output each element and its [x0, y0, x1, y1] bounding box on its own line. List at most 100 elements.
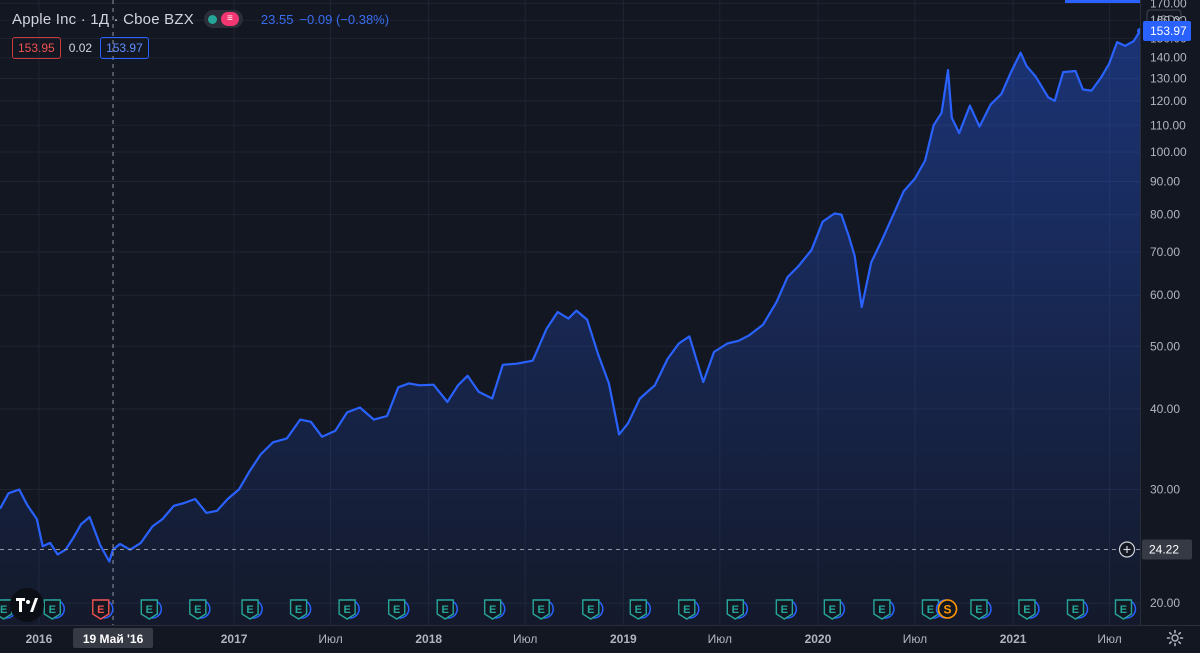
plus-circle-icon — [1118, 541, 1136, 558]
bid-ask-panel: 153.95 0.02 153.97 — [12, 37, 149, 59]
earnings-event-marker: E — [970, 599, 992, 620]
price-tick-label: 170.00 — [1150, 0, 1187, 10]
event-label: E — [0, 604, 7, 616]
price-tick-label: 80.00 — [1150, 208, 1180, 222]
earnings-event-marker: E — [189, 599, 211, 620]
event-label: E — [732, 604, 739, 616]
event-label: E — [194, 604, 201, 616]
time-tick-label: 2019 — [610, 632, 637, 646]
earnings-event-marker: E — [921, 599, 944, 620]
price-tick-label: 60.00 — [1150, 288, 1180, 302]
event-label: E — [49, 604, 56, 616]
time-tick-label: 2018 — [415, 632, 442, 646]
event-label: E — [635, 604, 642, 616]
earnings-event-marker: E — [678, 599, 700, 620]
earnings-event-marker: E — [1066, 599, 1089, 620]
event-label: E — [246, 604, 253, 616]
price-tick-label: 50.00 — [1150, 339, 1180, 353]
event-label: E — [829, 604, 836, 616]
earnings-event-marker: E — [43, 599, 66, 620]
price-tick-label: 130.00 — [1150, 71, 1187, 85]
symbol-title[interactable]: Apple Inc · 1Д · Cboe BZX — [12, 10, 194, 28]
time-tick-label: Июл — [903, 632, 927, 646]
event-label: E — [295, 604, 302, 616]
earnings-event-marker: E — [823, 599, 846, 620]
event-label: S — [944, 603, 952, 617]
crosshair-date-badge — [73, 628, 154, 648]
earnings-event-marker: E — [1018, 599, 1040, 620]
gear-icon[interactable] — [1166, 629, 1184, 647]
time-tick-label: Июл — [1097, 632, 1121, 646]
chart-header: Apple Inc · 1Д · Cboe BZX ≡ 23.55 −0.09 … — [12, 8, 389, 30]
event-label: E — [489, 604, 496, 616]
time-axis-bg — [0, 625, 1140, 653]
last-price-label: 153.97 — [1150, 24, 1187, 38]
earnings-event-marker: E — [289, 599, 312, 620]
time-tick-label: 2021 — [1000, 632, 1027, 646]
earnings-event-marker: E — [92, 599, 114, 620]
price-tick-label: 110.00 — [1150, 118, 1186, 132]
time-tick-label: 2016 — [26, 632, 53, 646]
price-line — [0, 30, 1141, 563]
price-tick-label: 120.00 — [1150, 94, 1187, 108]
top-accent-bar — [1065, 0, 1140, 3]
chevron-down-icon — [1174, 16, 1182, 21]
spread-value: 0.02 — [68, 41, 93, 55]
quote-change: −0.09 (−0.38%) — [299, 11, 390, 27]
earnings-event-marker: E — [532, 599, 554, 620]
price-tick-label: 40.00 — [1150, 402, 1180, 416]
earnings-event-marker: E — [436, 599, 458, 620]
buy-price-button[interactable]: 153.97 — [100, 37, 149, 59]
time-tick-label: 2017 — [221, 632, 248, 646]
event-label: E — [343, 604, 350, 616]
earnings-event-marker: E — [775, 599, 798, 620]
sell-price-button[interactable]: 153.95 — [12, 37, 61, 59]
event-label: E — [587, 604, 594, 616]
event-label: E — [1072, 604, 1079, 616]
price-tick-label: 100.00 — [1150, 145, 1187, 159]
earnings-event-marker: E — [873, 599, 895, 620]
time-tick-label: 2020 — [805, 632, 832, 646]
earnings-event-marker: E — [726, 599, 749, 620]
event-label: E — [538, 604, 545, 616]
event-label: E — [1023, 604, 1030, 616]
time-axis[interactable]: 2016 2017 Июл 2018 Июл 2019 Июл 2020 Июл 2021 Июл 1… — [0, 625, 1200, 653]
market-open-dot-icon — [207, 14, 217, 24]
price-tick-label: 140.00 — [1150, 51, 1187, 65]
time-tick-label: Июл — [708, 632, 732, 646]
earnings-event-marker: E — [483, 599, 506, 620]
earnings-event-marker: E — [388, 599, 410, 620]
earnings-event-marker: E — [241, 599, 263, 620]
earnings-event-marker: E — [140, 599, 163, 620]
event-label: E — [781, 604, 788, 616]
tradingview-logo-icon[interactable] — [10, 588, 44, 622]
market-status-pill[interactable]: ≡ — [203, 10, 243, 28]
earnings-event-marker: E — [629, 599, 652, 620]
crosshair-date-label: 19 Май '16 — [83, 632, 144, 646]
last-price-badge — [1143, 21, 1191, 42]
crosshair-price-badge — [1142, 539, 1192, 560]
event-label: E — [97, 604, 104, 616]
event-label: E — [927, 604, 934, 616]
price-axis[interactable]: 20.00 30.00 40.00 50.00 60.00 70.00 80.00 90.00… — [1065, 0, 1200, 653]
price-tick-label: 20.00 — [1150, 596, 1180, 610]
event-label: E — [393, 604, 400, 616]
earnings-event-marker: E — [1114, 599, 1137, 620]
event-label: E — [146, 604, 153, 616]
event-label: E — [683, 604, 690, 616]
event-label: E — [975, 604, 982, 616]
price-tick-label: 30.00 — [1150, 482, 1180, 496]
time-tick-label: Июл — [318, 632, 342, 646]
quote-value: 23.55 — [260, 11, 294, 27]
price-tick-label: 90.00 — [1150, 175, 1180, 189]
crosshair-price-label: 24.22 — [1149, 542, 1179, 556]
time-tick-label: Июл — [513, 632, 537, 646]
event-label: E — [442, 604, 449, 616]
earnings-event-marker: E — [338, 599, 360, 620]
price-area — [0, 31, 1140, 625]
event-label: E — [878, 604, 885, 616]
event-label: E — [1120, 604, 1127, 616]
price-tick-label: 70.00 — [1150, 245, 1180, 259]
